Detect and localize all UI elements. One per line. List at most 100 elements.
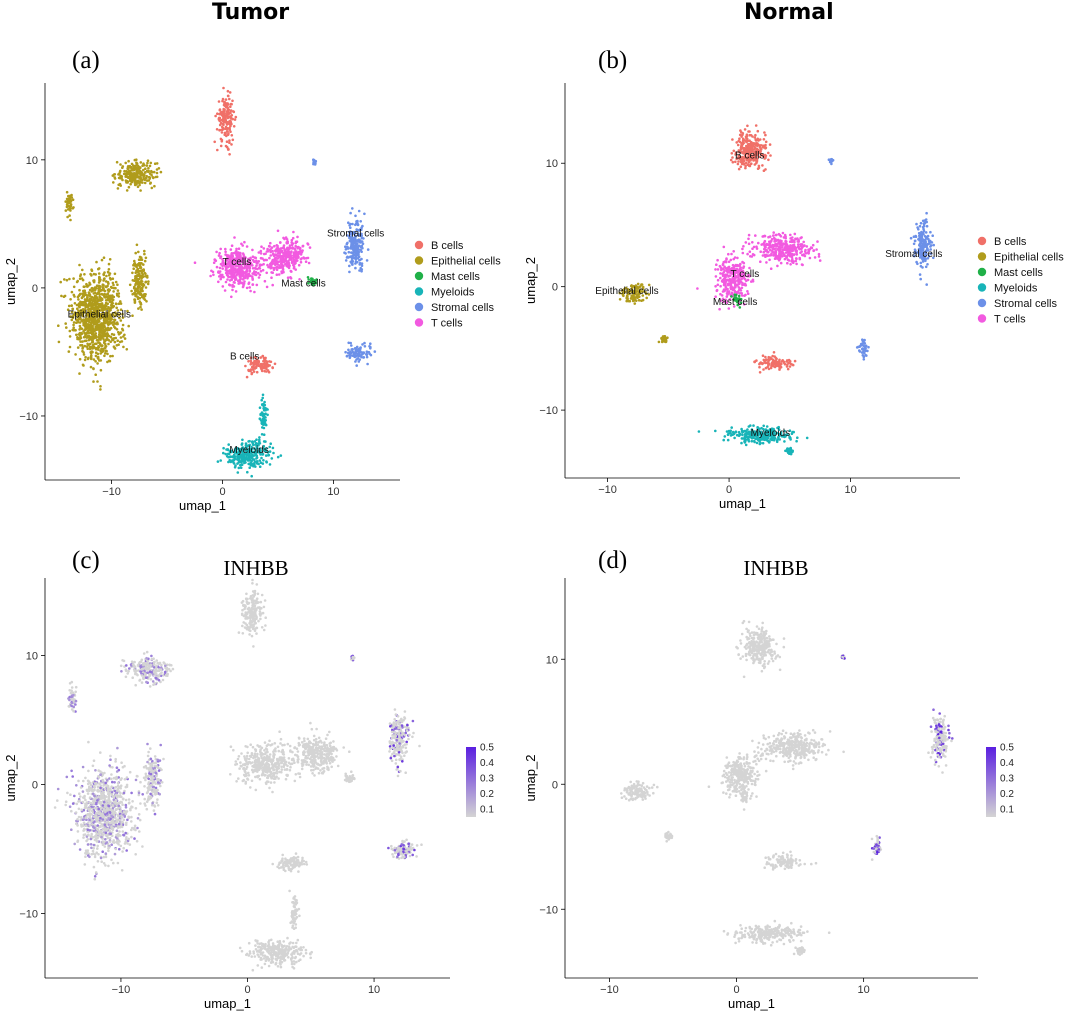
legend-swatch: [977, 283, 987, 292]
data-point: [126, 167, 129, 170]
x-tick-label: −10: [598, 484, 617, 496]
data-point: [763, 234, 766, 238]
data-point: [225, 145, 229, 149]
data-point: [742, 245, 745, 248]
cluster-label: Myeloids: [751, 428, 790, 439]
data-point: [232, 110, 235, 113]
data-point: [743, 162, 746, 166]
data-point: [631, 299, 635, 303]
data-point: [273, 362, 277, 366]
data-point: [255, 264, 258, 267]
data-point: [232, 125, 236, 128]
data-point: [727, 291, 730, 295]
legend-swatch: [414, 287, 424, 296]
cluster-epithelial-cells: [128, 243, 150, 318]
data-point: [153, 184, 156, 188]
data-point: [862, 348, 866, 352]
data-point: [140, 271, 144, 275]
data-point: [290, 261, 294, 265]
data-point: [786, 367, 790, 371]
data-point: [738, 137, 741, 140]
data-point: [68, 208, 72, 211]
data-point: [925, 211, 928, 215]
data-point: [57, 324, 60, 328]
legend-swatch: [414, 302, 424, 312]
data-point: [110, 286, 114, 290]
data-point: [219, 277, 222, 281]
data-point: [117, 183, 120, 187]
data-point: [96, 362, 99, 365]
data-point: [225, 130, 229, 133]
data-point: [220, 110, 223, 114]
cluster-stromal-cells: [344, 341, 377, 367]
data-point: [230, 102, 233, 106]
data-point: [223, 112, 226, 115]
data-point: [92, 279, 95, 283]
data-point: [139, 189, 142, 192]
data-point: [746, 428, 749, 431]
data-point: [135, 243, 139, 247]
data-point: [157, 167, 161, 170]
data-point: [356, 352, 359, 356]
data-point: [222, 446, 225, 450]
data-point: [254, 270, 258, 274]
data-point: [349, 211, 352, 215]
data-point: [746, 143, 750, 146]
data-point: [358, 261, 362, 265]
data-point: [227, 148, 230, 151]
data-point: [131, 314, 134, 318]
data-point: [271, 258, 275, 262]
data-point: [221, 99, 224, 103]
data-point: [919, 277, 922, 281]
data-point: [259, 419, 263, 422]
data-point: [69, 315, 73, 318]
data-point: [66, 198, 70, 202]
data-point: [351, 207, 354, 210]
data-point: [135, 180, 138, 183]
data-point: [768, 240, 771, 243]
data-point: [112, 181, 115, 184]
data-point: [209, 274, 212, 278]
data-point: [116, 309, 120, 312]
data-point: [802, 253, 806, 256]
data-point: [772, 254, 775, 257]
data-point: [134, 271, 137, 275]
data-point: [119, 331, 123, 334]
data-point: [102, 288, 106, 292]
data-point: [246, 457, 249, 460]
data-point: [866, 349, 869, 353]
data-point: [68, 345, 72, 349]
data-point: [290, 270, 293, 273]
cluster-label: B cells: [230, 352, 259, 363]
data-point: [107, 262, 111, 266]
data-point: [780, 242, 783, 246]
data-point: [221, 127, 225, 131]
data-point: [70, 304, 73, 308]
data-point: [82, 364, 85, 367]
data-point: [255, 597, 259, 600]
data-point: [754, 124, 758, 127]
data-point: [726, 282, 730, 286]
data-point: [112, 320, 116, 324]
data-point: [154, 175, 157, 179]
data-point: [795, 439, 798, 443]
data-point: [768, 143, 772, 146]
data-point: [767, 151, 770, 155]
data-point: [262, 440, 266, 443]
data-point: [865, 354, 868, 357]
data-point: [63, 294, 67, 298]
data-point: [282, 236, 285, 240]
data-point: [80, 296, 84, 300]
data-point: [112, 283, 115, 287]
data-point: [262, 423, 266, 426]
data-point: [264, 624, 267, 627]
data-point: [228, 141, 231, 144]
data-point: [799, 236, 802, 240]
x-axis-label: umap_1: [179, 498, 226, 513]
data-point: [357, 209, 361, 213]
data-point: [252, 462, 256, 465]
data-point: [221, 97, 225, 101]
data-point: [360, 257, 363, 261]
data-point: [779, 362, 782, 366]
data-point: [118, 340, 122, 344]
